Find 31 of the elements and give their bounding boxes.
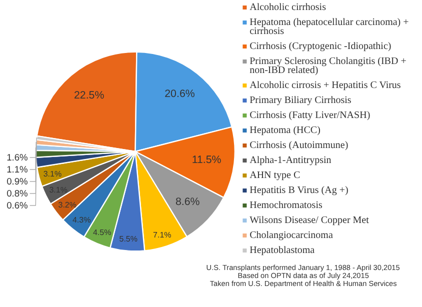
legend-label: AHN type C: [250, 170, 300, 181]
legend-label: Hepatoma (HCC): [250, 125, 320, 136]
legend-label: Cholangiocarcinoma: [250, 230, 334, 241]
data-label: 4.3%: [72, 215, 91, 224]
data-label: 3.2%: [58, 200, 76, 210]
data-label: 0.6%: [6, 200, 28, 210]
data-label: 11.5%: [192, 154, 222, 166]
legend-label: Cirrhosis (Autoimmune): [250, 140, 348, 151]
data-label: 3.1%: [43, 169, 62, 178]
data-label: 8.6%: [175, 196, 200, 208]
legend-label: Wilsons Disease/ Copper Met: [250, 215, 370, 226]
data-label: 5.5%: [119, 234, 138, 244]
legend-label: Hemochromatosis: [250, 200, 322, 211]
legend-label: Alpha-1-Antitrypsin: [250, 155, 332, 166]
data-label: 1.1%: [6, 164, 28, 174]
legend-label: Primary Sclerosing Cholangitis (IBD + non-IBD related): [250, 56, 407, 76]
data-label: 20.6%: [164, 88, 196, 100]
legend-label: Cirrhosis (Fatty Liver/NASH): [250, 110, 370, 121]
legend-label: Hepatitis B Virus (Ag +): [250, 185, 348, 196]
legend-label: Primary Biliary Cirrhosis: [250, 95, 352, 106]
data-label: 7.1%: [153, 230, 172, 240]
legend-label: Hepatoma (hepatocellular carcinoma) + cirrhosis: [250, 17, 410, 37]
legend-label: Alcoholic cirrhosis: [250, 2, 326, 13]
legend-label: Hepatoblastoma: [250, 245, 316, 256]
legend-label: Alcoholic cirrosis + Hepatitis C Virus: [250, 80, 401, 91]
data-label: 1.6%: [6, 152, 28, 162]
data-label: 4.5%: [92, 228, 112, 237]
data-label: 22.5%: [74, 89, 105, 102]
data-label: 0.9%: [6, 176, 28, 186]
legend-label: Cirrhosis (Cryptogenic -Idiopathic): [250, 41, 392, 52]
data-label: 0.8%: [6, 188, 28, 198]
